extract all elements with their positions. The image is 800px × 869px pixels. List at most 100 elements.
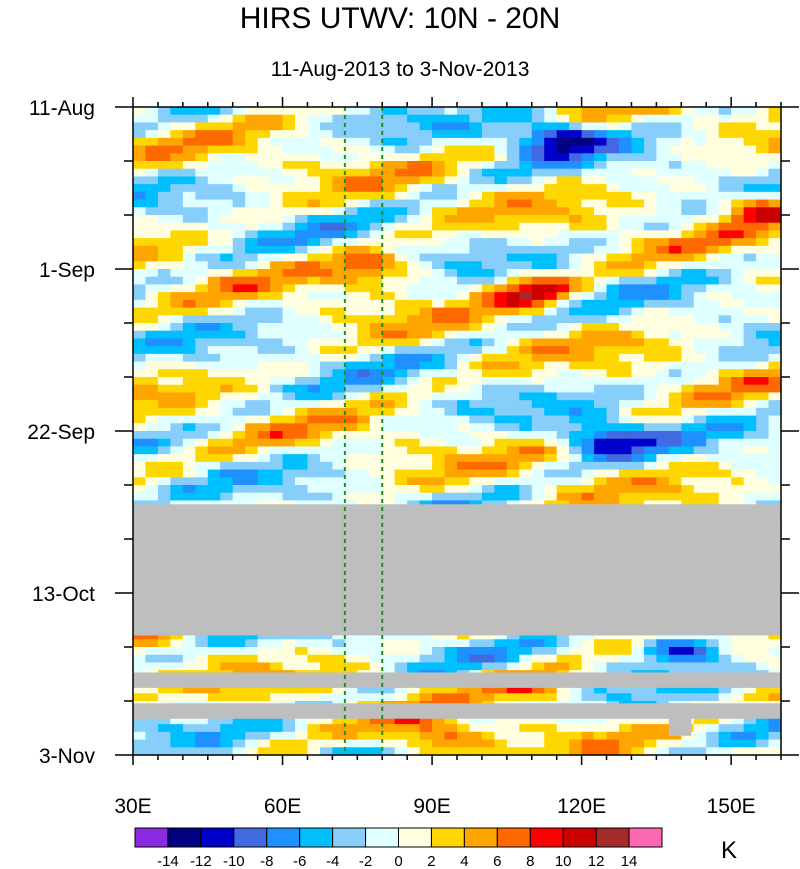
heatmap-cell xyxy=(319,685,333,694)
heatmap-cell xyxy=(743,716,757,725)
colorbar-box xyxy=(134,827,169,848)
heatmap-cell xyxy=(245,222,259,232)
heatmap-cell xyxy=(706,261,720,270)
heatmap-cell xyxy=(270,284,284,293)
heatmap-cell xyxy=(232,662,246,671)
heatmap-cell xyxy=(307,361,321,370)
heatmap-cell xyxy=(544,384,558,394)
heatmap-cell xyxy=(569,731,583,741)
heatmap-cell xyxy=(531,276,545,286)
heatmap-cell xyxy=(182,392,196,401)
heatmap-cell xyxy=(257,269,271,278)
heatmap-cell xyxy=(133,199,147,208)
heatmap-cell xyxy=(319,438,333,448)
heatmap-cell xyxy=(531,454,545,463)
heatmap-cell xyxy=(531,639,545,648)
heatmap-cell xyxy=(344,107,358,116)
heatmap-cell xyxy=(344,323,358,332)
heatmap-cell xyxy=(619,485,633,494)
heatmap-cell xyxy=(257,423,271,432)
heatmap-cell xyxy=(182,716,196,725)
heatmap-cell xyxy=(257,716,271,725)
heatmap-cell xyxy=(220,485,234,494)
heatmap-cell xyxy=(282,446,296,455)
heatmap-cell xyxy=(494,222,508,232)
heatmap-cell xyxy=(569,176,583,185)
heatmap-cell xyxy=(469,238,483,247)
heatmap-cell xyxy=(207,731,221,741)
heatmap-cell xyxy=(307,438,321,448)
heatmap-cell xyxy=(220,307,234,316)
heatmap-cell xyxy=(706,269,720,278)
heatmap-cell xyxy=(643,222,657,232)
heatmap-cell xyxy=(581,222,595,232)
heatmap-cell xyxy=(668,662,682,671)
heatmap-cell xyxy=(270,269,284,278)
heatmap-cell xyxy=(232,114,246,124)
heatmap-cell xyxy=(756,631,770,640)
heatmap-cell xyxy=(556,423,570,432)
heatmap-cell xyxy=(344,292,358,301)
heatmap-cell xyxy=(357,477,371,486)
heatmap-cell xyxy=(220,269,234,278)
heatmap-cell xyxy=(544,346,558,355)
heatmap-cell xyxy=(457,392,471,401)
heatmap-cell xyxy=(394,323,408,332)
heatmap-cell xyxy=(768,739,782,748)
heatmap-cell xyxy=(220,153,234,162)
heatmap-cell xyxy=(319,739,333,748)
heatmap-cell xyxy=(556,461,570,471)
heatmap-cell xyxy=(133,215,147,224)
heatmap-cell xyxy=(432,122,446,131)
heatmap-cell xyxy=(133,114,147,124)
heatmap-cell xyxy=(681,423,695,432)
heatmap-cell xyxy=(157,253,171,262)
heatmap-cell xyxy=(643,276,657,286)
heatmap-cell xyxy=(432,184,446,193)
heatmap-cell xyxy=(207,253,221,262)
colorbar-label: -4 xyxy=(326,853,339,869)
heatmap-cell xyxy=(145,353,159,363)
heatmap-cell xyxy=(157,431,171,440)
colorbar: -14 -12 -10 -8 -6 -4 -2 0 2 4 6 8 10 12 14 K xyxy=(134,827,737,869)
heatmap-cell xyxy=(481,238,495,247)
heatmap-cell xyxy=(270,747,284,756)
heatmap-cell xyxy=(382,253,396,262)
heatmap-cell xyxy=(544,693,558,702)
heatmap-cell xyxy=(295,346,309,355)
heatmap-cell xyxy=(270,168,284,178)
heatmap-cell xyxy=(419,222,433,232)
heatmap-cell xyxy=(544,446,558,455)
heatmap-cell xyxy=(594,130,608,139)
colorbar-box xyxy=(562,827,597,848)
heatmap-cell xyxy=(394,238,408,247)
heatmap-cell xyxy=(382,184,396,193)
heatmap-cell xyxy=(469,307,483,316)
heatmap-cell xyxy=(544,647,558,656)
heatmap-cell xyxy=(569,137,583,147)
heatmap-cell xyxy=(494,631,508,640)
heatmap-cell xyxy=(606,361,620,370)
heatmap-cell xyxy=(170,261,184,270)
heatmap-cell xyxy=(257,461,271,471)
heatmap-cell xyxy=(606,168,620,178)
heatmap-cell xyxy=(556,631,570,640)
heatmap-cell xyxy=(718,739,732,748)
heatmap-cell xyxy=(357,461,371,471)
heatmap-cell xyxy=(432,261,446,270)
heatmap-cell xyxy=(457,130,471,139)
heatmap-cell xyxy=(731,107,745,116)
heatmap-cell xyxy=(668,693,682,702)
heatmap-cell xyxy=(382,400,396,409)
heatmap-cell xyxy=(506,245,520,255)
heatmap-cell xyxy=(407,191,421,201)
heatmap-cell xyxy=(295,222,309,232)
heatmap-cell xyxy=(756,315,770,324)
heatmap-cell xyxy=(606,245,620,255)
heatmap-cell xyxy=(631,215,645,224)
heatmap-cell xyxy=(145,485,159,494)
heatmap-cell xyxy=(768,685,782,694)
heatmap-cell xyxy=(319,631,333,640)
heatmap-cell xyxy=(270,477,284,486)
heatmap-cell xyxy=(344,122,358,131)
